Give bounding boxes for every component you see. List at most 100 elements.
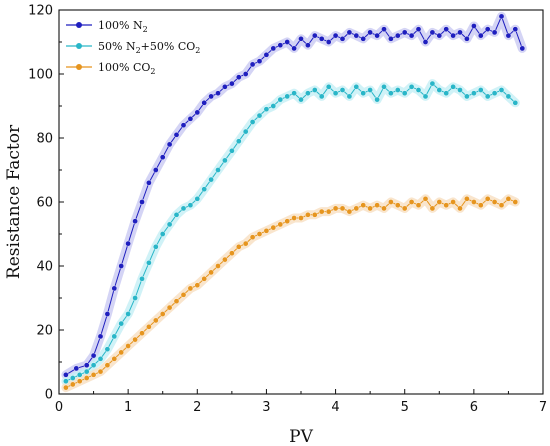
series-1-point bbox=[305, 90, 311, 96]
series-0-point bbox=[83, 362, 90, 369]
series-1-point bbox=[477, 87, 484, 93]
legend-label-1: 50% N2+50% CO2 bbox=[98, 40, 200, 55]
series-2-point bbox=[111, 355, 118, 362]
series-1-point bbox=[125, 311, 131, 317]
series-0-point bbox=[367, 29, 373, 36]
series-0-point bbox=[298, 36, 304, 42]
series-2-point bbox=[139, 330, 145, 337]
x-tick-label: 3 bbox=[262, 400, 270, 415]
series-1-point bbox=[374, 96, 380, 103]
series-2-point bbox=[63, 384, 69, 391]
y-tick-label: 80 bbox=[36, 132, 53, 147]
series-1-point bbox=[166, 221, 173, 228]
series-2-point bbox=[187, 285, 194, 292]
series-2-point bbox=[443, 202, 450, 208]
legend-marker-2 bbox=[76, 64, 82, 70]
series-0-point bbox=[132, 218, 138, 224]
series-2-point bbox=[104, 362, 111, 369]
series-2-point bbox=[166, 304, 173, 311]
x-tick-label: 4 bbox=[331, 400, 339, 415]
series-1-point bbox=[187, 202, 194, 208]
series-2-point bbox=[152, 317, 159, 324]
series-2-point bbox=[159, 311, 166, 317]
legend-marker-0 bbox=[76, 22, 82, 28]
series-2-point bbox=[505, 195, 512, 202]
series-1-point bbox=[457, 87, 463, 93]
series-2-point bbox=[291, 215, 297, 221]
series-0-point bbox=[173, 131, 180, 138]
series-1-point bbox=[152, 243, 159, 250]
series-0-point bbox=[505, 32, 512, 39]
series-1-point bbox=[118, 320, 124, 327]
series-2-point bbox=[180, 291, 187, 298]
series-1-point bbox=[83, 368, 90, 375]
series-1-point bbox=[215, 167, 221, 173]
series-1-point bbox=[104, 346, 111, 353]
series-0-point bbox=[415, 26, 422, 33]
series-1-point bbox=[388, 90, 394, 96]
legend-label-2: 100% CO2 bbox=[98, 61, 155, 76]
series-1-point bbox=[76, 371, 83, 378]
series-2-point bbox=[208, 269, 214, 276]
series-2-point bbox=[332, 205, 339, 212]
series-2-point bbox=[360, 202, 367, 208]
series-2-point bbox=[422, 195, 429, 202]
series-0-point bbox=[187, 116, 194, 122]
series-2-point bbox=[215, 263, 221, 269]
series-0-point bbox=[139, 199, 145, 205]
series-0-point bbox=[388, 36, 394, 42]
x-tick-label: 5 bbox=[401, 400, 409, 415]
series-2-point bbox=[70, 381, 76, 388]
series-2-point bbox=[415, 202, 422, 208]
series-2-point bbox=[146, 323, 152, 330]
series-1-point bbox=[139, 275, 145, 282]
series-1-point bbox=[146, 259, 152, 266]
series-1-point bbox=[491, 90, 498, 96]
series-1-point bbox=[132, 295, 138, 301]
series-0-point bbox=[394, 32, 401, 39]
series-1-point bbox=[512, 100, 519, 106]
series-0-point bbox=[381, 26, 387, 33]
series-0-point bbox=[325, 39, 332, 45]
series-2-point bbox=[498, 202, 505, 208]
series-0-point bbox=[318, 36, 325, 42]
series-1-point bbox=[194, 195, 201, 202]
series-2-point bbox=[249, 234, 256, 240]
series-1-point bbox=[90, 362, 97, 369]
series-2-point bbox=[491, 199, 498, 205]
series-1-point bbox=[450, 84, 456, 90]
series-2-point bbox=[125, 343, 131, 349]
series-0-point bbox=[104, 311, 111, 317]
series-2-point bbox=[263, 227, 270, 234]
series-0-point bbox=[125, 240, 131, 247]
series-2-point bbox=[471, 199, 477, 205]
y-axis-title: Resistance Factor bbox=[4, 124, 24, 279]
y-tick-label: 0 bbox=[45, 388, 53, 403]
series-1-point bbox=[249, 119, 256, 125]
series-0-point bbox=[422, 39, 429, 45]
series-0-point bbox=[97, 333, 104, 340]
series-2-point bbox=[512, 199, 519, 205]
series-0-point bbox=[305, 42, 311, 49]
series-1-point bbox=[256, 112, 263, 119]
series-2-point bbox=[76, 378, 83, 385]
series-0-point bbox=[235, 74, 242, 80]
legend-marker-1 bbox=[76, 43, 82, 49]
series-0-point bbox=[443, 26, 450, 33]
legend-label-0: 100% N2 bbox=[98, 19, 148, 34]
series-0-point bbox=[152, 167, 159, 173]
series-2-point bbox=[311, 211, 318, 218]
series-2-point bbox=[339, 205, 346, 212]
series-1-point bbox=[318, 93, 325, 100]
series-0-point bbox=[450, 32, 456, 39]
series-0-point bbox=[256, 58, 263, 65]
y-tick-label: 120 bbox=[28, 4, 53, 19]
series-0-point bbox=[270, 45, 277, 52]
series-1-point bbox=[111, 333, 118, 340]
series-0-point bbox=[166, 141, 173, 148]
series-0-point bbox=[242, 71, 249, 77]
series-1-point bbox=[235, 138, 242, 144]
series-0-point bbox=[346, 29, 353, 36]
x-tick-label: 0 bbox=[55, 400, 63, 415]
series-0-point bbox=[339, 36, 346, 42]
